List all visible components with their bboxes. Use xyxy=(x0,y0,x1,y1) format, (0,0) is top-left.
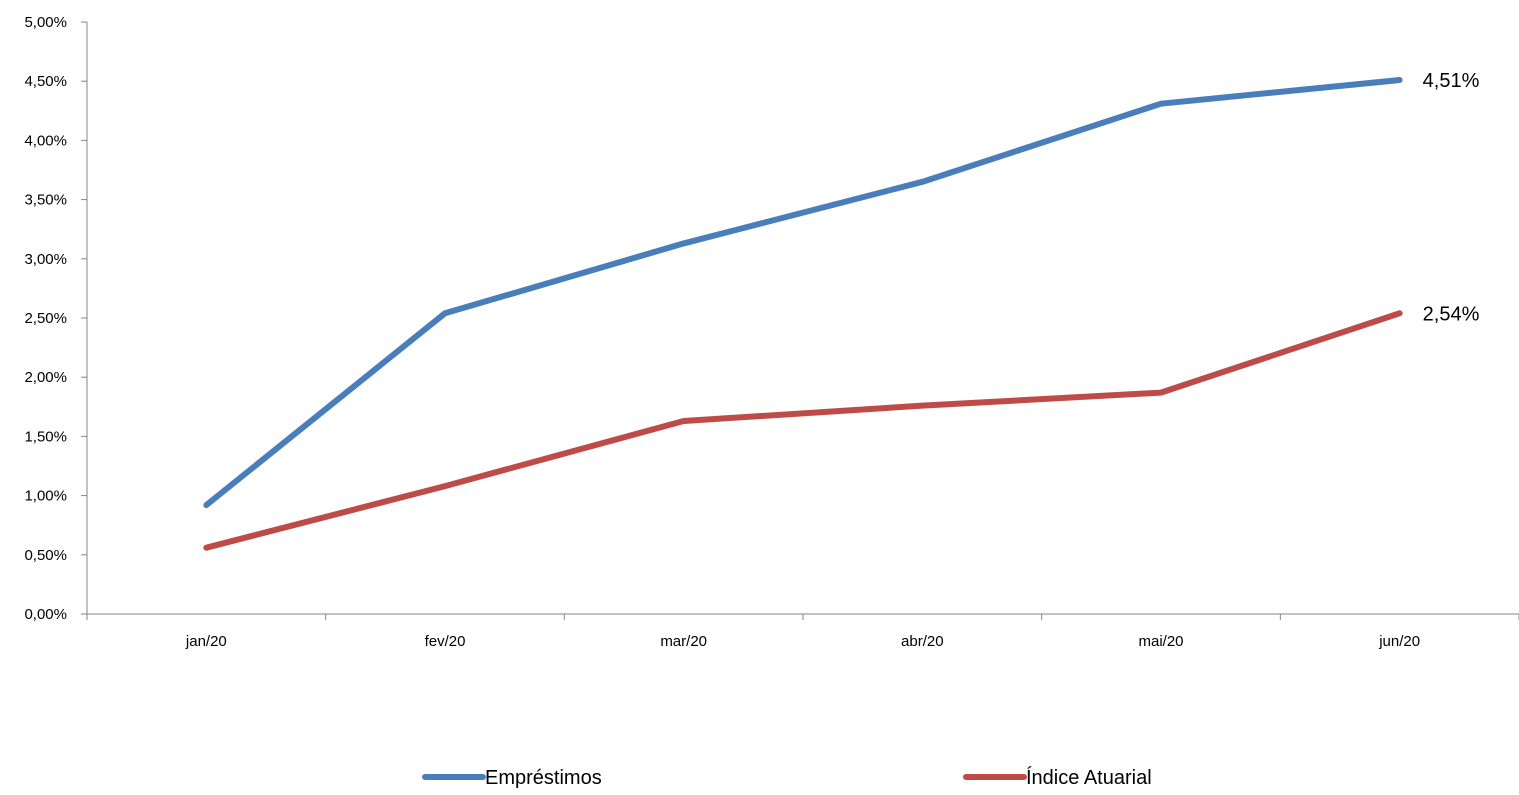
series-line-2 xyxy=(203,310,1403,551)
x-tick-label: mai/20 xyxy=(1138,633,1183,650)
y-tick-label: 0,50% xyxy=(24,547,67,564)
x-tick-label: abr/20 xyxy=(901,633,944,650)
data-label-1: 4,51% xyxy=(1423,70,1480,92)
y-tick-label: 5,00% xyxy=(24,14,67,31)
y-tick-label: 2,00% xyxy=(24,369,67,386)
axes: 0,00% 0,50% 1,00% 1,50% 2,00% 2,50% 3,00% 3,50%… xyxy=(24,14,1519,650)
y-tick-label: 4,50% xyxy=(24,73,67,90)
series-lines xyxy=(203,77,1403,551)
x-tick-label: jan/20 xyxy=(185,633,227,650)
x-tick-label: fev/20 xyxy=(425,633,466,650)
data-label-2: 2,54% xyxy=(1423,303,1480,325)
y-tick-label: 2,50% xyxy=(24,310,67,327)
y-tick-label: 1,50% xyxy=(24,428,67,445)
data-labels: 4,51% 2,54% xyxy=(1423,70,1480,325)
x-tick-label: jun/20 xyxy=(1378,633,1420,650)
legend-label-1: Empréstimos xyxy=(485,767,602,789)
x-tick-label: mar/20 xyxy=(660,633,707,650)
y-tick-label: 1,00% xyxy=(24,488,67,505)
y-tick-label: 4,00% xyxy=(24,132,67,149)
y-tick-label: 0,00% xyxy=(24,606,67,623)
legend-label-2: Índice Atuarial xyxy=(1026,766,1152,789)
y-tick-label: 3,50% xyxy=(24,192,67,209)
legend: Empréstimos Índice Atuarial xyxy=(422,766,1152,789)
y-tick-label: 3,00% xyxy=(24,251,67,268)
series-line-1 xyxy=(203,77,1403,509)
